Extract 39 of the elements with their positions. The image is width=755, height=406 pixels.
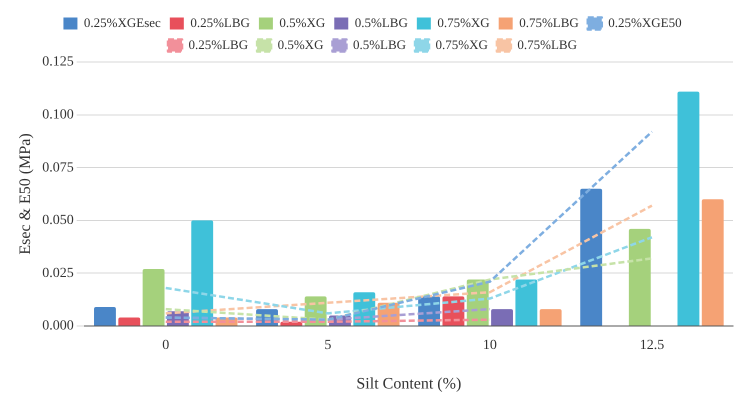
line-series bbox=[164, 130, 654, 321]
legend-label: 0.5%XG bbox=[278, 36, 324, 52]
y-tick-label: 0.125 bbox=[42, 54, 74, 70]
legend-label: 0.25%LBG bbox=[188, 36, 248, 52]
line-series bbox=[164, 204, 654, 315]
bar bbox=[628, 228, 651, 326]
legend-label: 0.75%LBG bbox=[517, 36, 577, 52]
legend-label: 0.5%XG bbox=[279, 14, 326, 30]
x-tick-label: 0 bbox=[162, 338, 170, 354]
bar bbox=[515, 280, 538, 326]
bar bbox=[142, 268, 165, 326]
x-tick-label: 12.5 bbox=[640, 338, 664, 354]
line-series bbox=[164, 236, 654, 315]
y-tick-label: 0.100 bbox=[42, 107, 74, 122]
legend-label: 0.25%XGEsec bbox=[84, 14, 162, 30]
y-tick-label: 0.025 bbox=[42, 266, 74, 281]
legend-label: 0.5%LBG bbox=[352, 36, 406, 52]
y-tick-label: 0.000 bbox=[42, 318, 74, 334]
legend-label: 0.25%LBG bbox=[190, 14, 250, 30]
legend-label: 0.75%XG bbox=[437, 14, 490, 30]
bar bbox=[540, 309, 562, 326]
legend-label: 0.25%XGE50 bbox=[608, 14, 682, 30]
x-tick-label: 5 bbox=[324, 338, 332, 354]
bar bbox=[191, 220, 214, 326]
line-series bbox=[164, 257, 654, 321]
legend-label: 0.75%XG bbox=[436, 36, 488, 52]
legend-label: 0.5%LBG bbox=[354, 14, 408, 30]
bar bbox=[677, 92, 700, 326]
bar bbox=[491, 309, 513, 326]
bar bbox=[118, 318, 140, 326]
x-axis-title: Silt Content (%) bbox=[356, 376, 462, 393]
bar bbox=[94, 306, 116, 326]
x-tick-label: 10 bbox=[482, 338, 497, 354]
y-tick-label: 0.075 bbox=[42, 160, 74, 176]
bar bbox=[580, 188, 602, 326]
y-tick-label: 0.050 bbox=[42, 213, 74, 228]
y-axis-title: Esec & E50 (MPa) bbox=[16, 133, 34, 255]
bar bbox=[702, 199, 724, 326]
legend-label: 0.75%LBG bbox=[519, 14, 579, 30]
